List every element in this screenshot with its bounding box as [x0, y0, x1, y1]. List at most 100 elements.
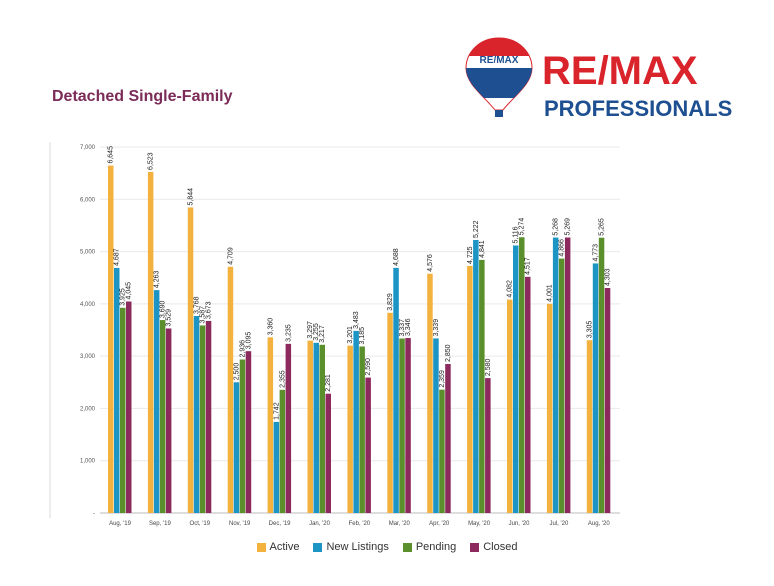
brand-office: PROFESSIONALS [544, 96, 732, 121]
bar-data-label: 4,576 [427, 254, 434, 272]
bar-chart: - 1,000 2,000 3,000 4,000 5,000 6,000 7,000 6,64… [49, 142, 620, 527]
bar-data-label: 5,116 [513, 226, 520, 243]
x-tick-label: Dec, '19 [269, 521, 291, 527]
bar-data-label: 3,587 [200, 306, 207, 324]
bar-active [347, 345, 353, 513]
bar-data-label: 4,841 [479, 240, 486, 258]
bar-data-label: 3,217 [319, 325, 326, 343]
x-tick-label: May, '20 [468, 521, 491, 527]
bar-closed [205, 320, 212, 513]
balloon-icon: RE/MAX [465, 37, 533, 117]
bar-active [507, 299, 513, 513]
bar-data-label: 4,517 [525, 257, 532, 275]
bar-data-label: 5,844 [188, 188, 195, 206]
legend-swatch [402, 542, 412, 552]
x-tick-label: Aug, '19 [109, 521, 131, 527]
bar-closed [165, 328, 172, 513]
bar-data-label: 5,269 [565, 218, 572, 236]
bar-pending [199, 325, 206, 513]
bar-pending [239, 359, 246, 513]
bar-new-listings [552, 237, 559, 513]
bar-data-label: 2,936 [239, 340, 246, 358]
bar-data-label: 2,580 [485, 358, 492, 376]
bar-closed [126, 301, 132, 513]
legend-label: New Listings [326, 541, 389, 553]
bar-data-label: 4,688 [393, 248, 400, 266]
chart-title: Detached Single-Family [52, 88, 233, 105]
bar-data-label: 2,850 [445, 344, 452, 362]
bar-data-label: 3,339 [433, 319, 440, 337]
y-tick-label: 3,000 [80, 354, 96, 360]
bar-data-label: 6,523 [148, 152, 155, 170]
bar-closed [525, 276, 531, 513]
x-tick-label: Jun, '20 [509, 521, 530, 527]
legend-label: Pending [415, 541, 457, 553]
bar-data-label: 6,645 [108, 146, 115, 164]
bar-data-label: 1,742 [273, 402, 280, 420]
bar-data-label: 4,709 [227, 247, 234, 265]
bar-closed [245, 351, 252, 513]
x-tick-label: Apr, '20 [429, 521, 450, 527]
legend-item: Pending [402, 541, 457, 553]
bar-data-label: 3,305 [587, 321, 594, 339]
bar-active [546, 303, 553, 513]
bar-data-label: 3,925 [120, 288, 127, 306]
bar-data-label: 2,590 [365, 358, 372, 376]
bar-closed [445, 363, 451, 513]
bar-pending [479, 259, 485, 513]
y-tick-label: 2,000 [80, 406, 96, 412]
bar-data-label: 3,346 [405, 318, 412, 336]
bar-data-label: 3,185 [359, 327, 366, 345]
legend-swatch [256, 542, 266, 552]
bar-data-label: 2,355 [279, 370, 286, 388]
bar-pending [399, 338, 405, 513]
bar-data-label: 4,082 [507, 280, 514, 298]
bar-data-label: 3,483 [353, 311, 360, 329]
bar-data-label: 5,265 [599, 218, 606, 236]
bar-pending [359, 346, 365, 513]
x-tick-label: Nov, '19 [229, 521, 251, 527]
y-tick-label: 5,000 [80, 250, 96, 256]
bar-data-label: 4,001 [547, 284, 554, 302]
chart-legend: Active New Listings Pending Closed [0, 541, 774, 553]
bar-new-listings [313, 342, 319, 513]
y-tick-label: 6,000 [80, 197, 96, 203]
x-tick-label: Aug, '20 [588, 521, 610, 527]
bar-data-label: 2,281 [325, 374, 332, 392]
bar-data-label: 3,690 [160, 300, 167, 318]
bar-active [387, 312, 393, 513]
bar-data-label: 4,725 [467, 246, 474, 264]
bar-data-label: 4,773 [593, 244, 600, 262]
bar-new-listings [114, 267, 120, 513]
bar-active [108, 165, 114, 513]
y-tick-label: 4,000 [80, 302, 96, 308]
bar-closed [604, 288, 611, 513]
bar-pending [598, 237, 605, 514]
bar-data-label: 3,297 [307, 321, 314, 339]
bar-data-label: 4,687 [114, 248, 121, 266]
bar-pending [558, 258, 565, 513]
bar-new-listings [193, 315, 200, 513]
x-tick-label: Sep, '19 [149, 521, 171, 527]
bar-data-label: 2,500 [233, 363, 240, 381]
bar-pending [159, 320, 166, 513]
bar-active [586, 340, 593, 513]
bar-pending [439, 389, 445, 513]
x-tick-label: Oct, '19 [190, 521, 211, 527]
x-tick-label: Mar, '20 [389, 521, 411, 527]
bar-new-listings [433, 338, 439, 513]
bar-data-label: 3,255 [313, 323, 320, 341]
bar-data-label: 2,359 [439, 370, 446, 388]
bar-active [267, 337, 274, 513]
legend-item: Closed [470, 541, 517, 553]
bar-closed [564, 237, 571, 513]
bar-data-label: 5,268 [553, 218, 560, 236]
bar-data-label: 5,274 [519, 218, 526, 236]
bar-active [467, 265, 473, 513]
bar-data-label: 3,337 [399, 319, 406, 337]
x-tick-label: Jan, '20 [309, 521, 330, 527]
y-tick-label: - [93, 511, 95, 517]
bar-pending [279, 389, 286, 513]
bar-new-listings [153, 290, 160, 513]
bar-closed [325, 393, 331, 513]
